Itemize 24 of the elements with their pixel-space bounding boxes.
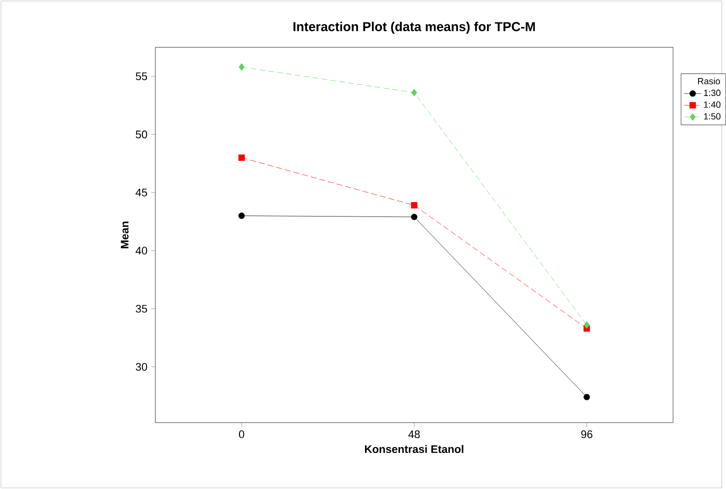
- point: [584, 394, 590, 400]
- point: [584, 321, 590, 329]
- point: [238, 154, 245, 161]
- x-axis-title: Konsentrasi Etanol: [365, 445, 464, 454]
- y-tick-label: 55: [136, 72, 148, 80]
- y-tick-label: 30: [136, 363, 148, 371]
- x-tick-label: 48: [408, 430, 420, 438]
- y-tick-label: 40: [136, 246, 148, 255]
- y-tick-label: 35: [136, 304, 148, 313]
- point: [238, 63, 244, 71]
- chart-title: Interaction Plot (data means) for TPC-M: [294, 22, 535, 34]
- x-tick-label: 96: [581, 430, 592, 438]
- legend-label: 1:30: [704, 90, 720, 96]
- point: [238, 212, 245, 220]
- point: [411, 214, 418, 220]
- legend-title: Rasio: [698, 78, 720, 84]
- point: [411, 202, 418, 209]
- y-tick-label: 45: [136, 188, 148, 196]
- legend-label: 1:40: [704, 101, 720, 108]
- x-tick-label: 0: [238, 430, 244, 438]
- legend-label: 1:50: [704, 113, 720, 120]
- point: [411, 88, 418, 96]
- y-axis-title: Mean: [120, 222, 129, 248]
- y-tick-label: 50: [136, 130, 148, 138]
